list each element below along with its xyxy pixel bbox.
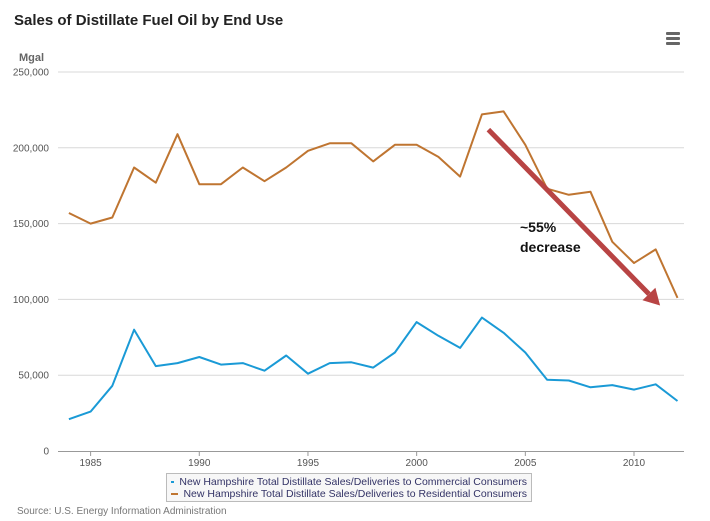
x-tick-label: 2000 [406, 458, 429, 469]
series-layer [68, 110, 679, 421]
y-tick-label: 150,000 [13, 219, 50, 230]
legend-swatch-commercial [171, 481, 175, 483]
x-tick-label: 2010 [623, 458, 646, 469]
chart-title: Sales of Distillate Fuel Oil by End Use [14, 12, 284, 29]
legend-label-residential: New Hampshire Total Distillate Sales/Del… [183, 488, 527, 500]
annotation-text: decrease [520, 239, 581, 255]
hamburger-icon-bar [666, 37, 680, 40]
legend: New Hampshire Total Distillate Sales/Del… [166, 473, 532, 502]
y-tick-label: 250,000 [13, 68, 50, 79]
x-tick-label: 2005 [514, 458, 537, 469]
hamburger-icon-bar [666, 42, 680, 45]
legend-item-commercial[interactable]: New Hampshire Total Distillate Sales/Del… [171, 476, 527, 488]
legend-swatch-residential [171, 493, 179, 495]
series-line-residential[interactable] [68, 110, 679, 299]
series-line-commercial[interactable] [68, 316, 679, 421]
x-tick-label: 1995 [297, 458, 320, 469]
y-tick-label: 100,000 [13, 295, 50, 306]
y-tick-label: 0 [43, 447, 49, 458]
annotation-text: ~55% [520, 219, 557, 235]
grid-layer [58, 71, 684, 376]
annotation-layer: ~55% decrease [486, 127, 661, 306]
y-axis-unit-label: Mgal [19, 52, 44, 64]
y-tick-label: 200,000 [13, 143, 50, 154]
annotation-arrow-shaft [486, 127, 651, 296]
annotation-arrow-head [642, 287, 661, 306]
axis-layer: 0 50,000 100,000 150,000 200,000 250,000 1985 1… [13, 68, 684, 469]
legend-item-residential[interactable]: New Hampshire Total Distillate Sales/Del… [171, 488, 527, 500]
legend-label-commercial: New Hampshire Total Distillate Sales/Del… [179, 476, 527, 488]
hamburger-icon [666, 32, 680, 35]
chart-menu-button[interactable] [664, 30, 682, 46]
line-chart: 0 50,000 100,000 150,000 200,000 250,000 1985 1… [13, 52, 684, 469]
y-tick-label: 50,000 [18, 371, 49, 382]
x-tick-label: 1990 [188, 458, 211, 469]
x-tick-label: 1985 [79, 458, 102, 469]
source-note: Source: U.S. Energy Information Administ… [17, 506, 227, 517]
